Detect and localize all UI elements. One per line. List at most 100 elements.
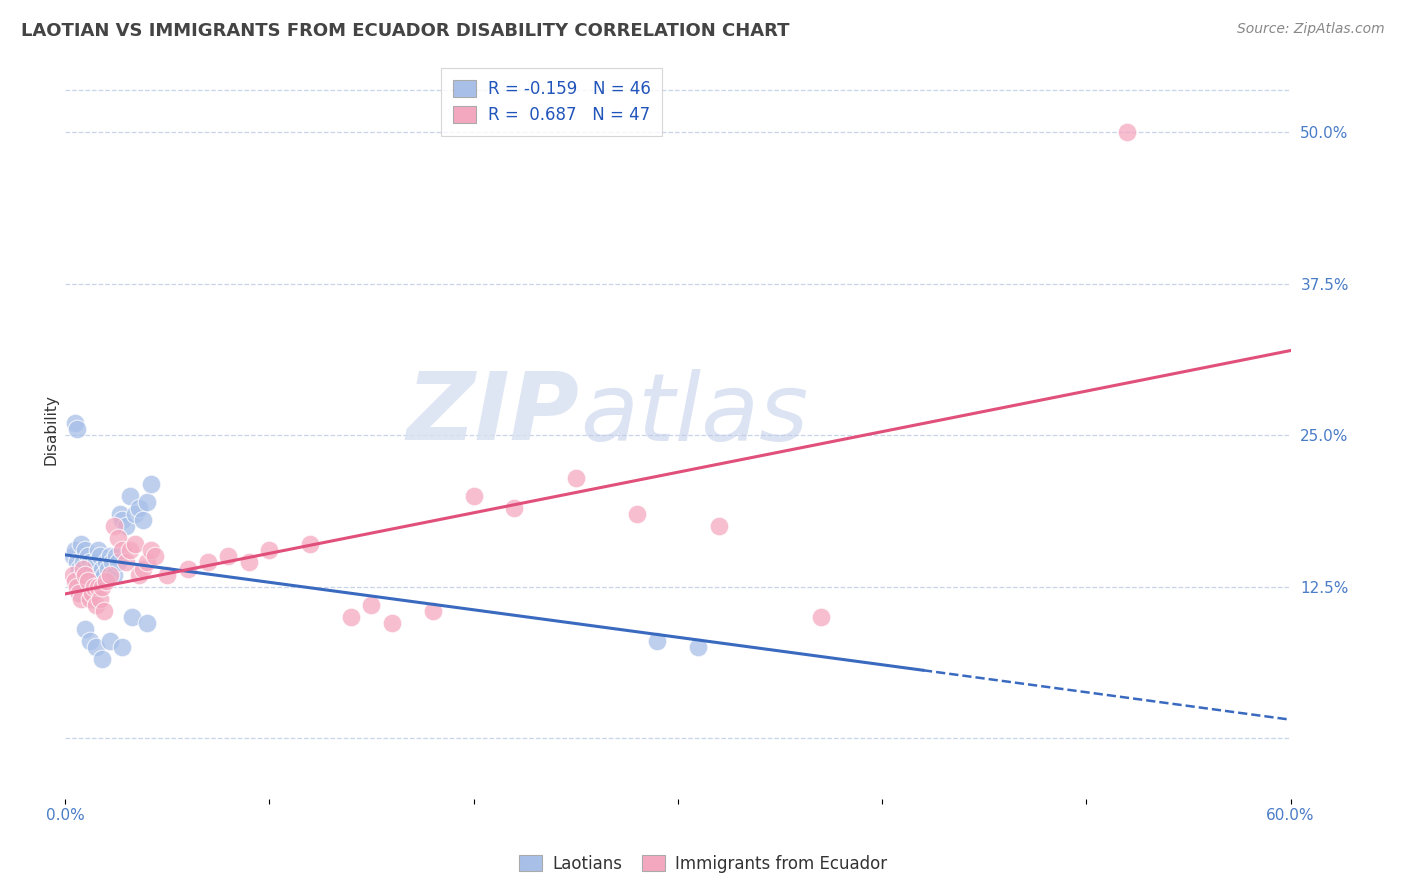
Point (84, 556, 107, 570)
Point (67, 586, 90, 600)
Point (115, 556, 138, 570)
Point (139, 476, 162, 491)
Point (67, 586, 90, 600)
Point (93, 567, 115, 582)
Point (120, 543, 142, 558)
Point (79, 556, 101, 570)
Point (70, 580, 93, 594)
Point (101, 556, 124, 570)
Point (76, 549, 98, 564)
Point (135, 495, 157, 509)
Legend: Laotians, Immigrants from Ecuador: Laotians, Immigrants from Ecuador (512, 848, 894, 880)
Point (90, 580, 112, 594)
Point (1116, 125, 1139, 139)
Point (84, 640, 107, 655)
Point (121, 610, 143, 624)
Point (647, 634, 669, 648)
Legend: R = -0.159   N = 46, R =  0.687   N = 47: R = -0.159 N = 46, R = 0.687 N = 47 (441, 68, 662, 136)
Point (67, 561, 90, 575)
Point (381, 615, 404, 630)
Point (128, 567, 150, 582)
Point (111, 513, 134, 527)
Text: Source: ZipAtlas.com: Source: ZipAtlas.com (1237, 22, 1385, 37)
Point (139, 543, 162, 558)
Point (93, 604, 115, 618)
Point (299, 537, 322, 551)
Point (76, 574, 98, 588)
Point (103, 519, 125, 533)
Point (79, 634, 101, 648)
Point (98, 634, 121, 648)
Point (80, 561, 103, 575)
Point (626, 507, 648, 521)
Point (135, 615, 157, 630)
Point (131, 513, 153, 527)
Point (62, 549, 84, 564)
Point (97, 561, 120, 575)
Point (87, 543, 110, 558)
Point (89, 591, 111, 606)
Point (238, 556, 260, 570)
Point (65, 543, 87, 558)
Point (89, 549, 111, 564)
Point (72, 561, 94, 575)
Point (98, 567, 121, 582)
Point (87, 580, 110, 594)
Point (115, 519, 138, 533)
Point (463, 489, 485, 503)
Point (707, 519, 730, 533)
Point (360, 598, 382, 612)
Point (79, 591, 101, 606)
Point (65, 574, 87, 588)
Point (72, 556, 94, 570)
Point (217, 549, 239, 564)
Point (131, 561, 153, 575)
Point (110, 507, 132, 521)
Point (111, 543, 134, 558)
Point (94, 556, 117, 570)
Point (75, 622, 97, 636)
Point (84, 598, 107, 612)
Text: ZIP: ZIP (406, 368, 579, 460)
Point (135, 556, 157, 570)
Point (340, 610, 363, 624)
Point (120, 489, 142, 503)
Point (107, 531, 129, 545)
Point (111, 640, 134, 655)
Point (62, 567, 84, 582)
Point (66, 422, 89, 436)
Text: LAOTIAN VS IMMIGRANTS FROM ECUADOR DISABILITY CORRELATION CHART: LAOTIAN VS IMMIGRANTS FROM ECUADOR DISAB… (21, 22, 790, 40)
Point (66, 580, 89, 594)
Point (83, 580, 105, 594)
Point (90, 561, 112, 575)
Point (564, 470, 586, 484)
Point (70, 591, 93, 606)
Point (197, 556, 219, 570)
Point (105, 549, 128, 564)
Point (128, 500, 150, 515)
Text: atlas: atlas (579, 369, 808, 460)
Point (65, 416, 87, 430)
Point (810, 610, 832, 624)
Y-axis label: Disability: Disability (44, 393, 58, 465)
Point (124, 537, 146, 551)
Point (70, 537, 93, 551)
Point (107, 556, 129, 570)
Point (94, 574, 117, 588)
Point (124, 507, 146, 521)
Point (688, 640, 710, 655)
Point (259, 543, 281, 558)
Point (103, 567, 125, 582)
Point (80, 586, 103, 600)
Point (143, 549, 166, 564)
Point (156, 567, 179, 582)
Point (98, 549, 121, 564)
Point (75, 567, 97, 582)
Point (503, 500, 526, 515)
Point (176, 561, 198, 575)
Point (422, 604, 444, 618)
Point (83, 567, 105, 582)
Point (75, 543, 97, 558)
Point (90, 652, 112, 666)
Point (66, 556, 89, 570)
